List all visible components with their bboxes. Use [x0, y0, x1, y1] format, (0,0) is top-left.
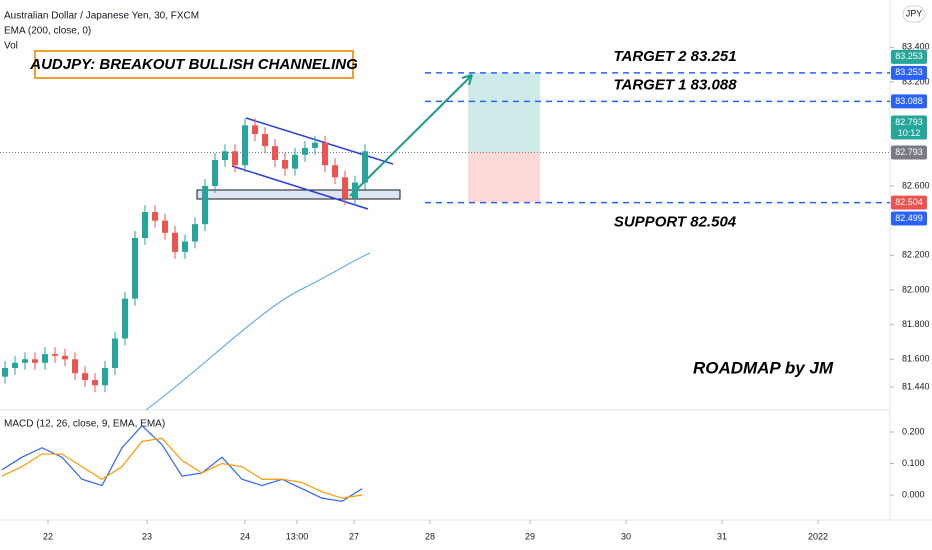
- candle-body: [122, 298, 128, 339]
- candle-body: [212, 160, 218, 186]
- price-tag-label: 82.499: [895, 213, 923, 223]
- x-tick-label: 24: [240, 531, 250, 541]
- macd-tick-label: 0.000: [902, 489, 925, 499]
- candle-body: [232, 151, 238, 166]
- y-tick-label: 81.800: [902, 319, 930, 329]
- candle-body: [342, 177, 348, 199]
- price-tag-label: 83.253: [895, 51, 923, 61]
- candle-body: [202, 186, 208, 225]
- y-tick-label: 81.600: [902, 354, 930, 364]
- candle-body: [302, 147, 308, 155]
- x-tick-label: 29: [525, 531, 535, 541]
- price-tag: [891, 211, 927, 226]
- price-tag-label: 83.253: [895, 67, 923, 77]
- x-tick-label: 31: [717, 531, 727, 541]
- level-label: TARGET 1 83.088: [613, 76, 737, 93]
- profit-zone: [468, 73, 540, 152]
- price-tag: [891, 94, 927, 109]
- candle-body: [322, 142, 328, 166]
- candle-body: [42, 354, 48, 363]
- price-tag: [891, 195, 927, 210]
- candle-body: [182, 241, 188, 252]
- candle-body: [52, 354, 58, 356]
- candle-body: [72, 359, 78, 374]
- candle-body: [282, 160, 288, 169]
- signal-line: [1, 437, 363, 499]
- x-tick-label: 13:00: [286, 531, 309, 541]
- title-box: [34, 50, 354, 79]
- x-tick-label: 22: [43, 531, 53, 541]
- currency-label: JPY: [906, 8, 923, 18]
- price-tag-label: 82.793: [895, 147, 923, 157]
- support-zone: [196, 189, 401, 200]
- macd-tick-label: 0.100: [902, 458, 925, 468]
- ema-label: EMA (200, close, 0): [4, 26, 91, 37]
- ema-line: [145, 252, 371, 411]
- y-tick-label: 83.400: [902, 42, 930, 52]
- y-tick-label: 81.440: [902, 381, 930, 391]
- price-tag-label: 82.504: [895, 197, 923, 207]
- candle-body: [32, 359, 38, 363]
- x-tick-label: 28: [425, 531, 435, 541]
- candle-body: [362, 151, 368, 183]
- candle-body: [262, 134, 268, 147]
- analysis-title: AUDJPY: BREAKOUT BULLISH CHANNELING: [29, 56, 358, 73]
- candle-body: [152, 211, 158, 221]
- arrow-head: [461, 74, 473, 86]
- candle-body: [332, 165, 338, 178]
- channel-top: [245, 117, 394, 165]
- x-tick-label: 30: [621, 531, 631, 541]
- candle-body: [22, 359, 28, 363]
- candle-body: [272, 146, 278, 161]
- loss-zone: [468, 152, 540, 202]
- y-tick-label: 82.000: [902, 284, 930, 294]
- price-tag: [891, 65, 927, 80]
- macd-tick-label: 0.200: [902, 426, 925, 436]
- candle-body: [312, 142, 318, 148]
- level-label: TARGET 2 83.251: [613, 48, 736, 65]
- y-tick-label: 82.600: [902, 180, 930, 190]
- price-tag: [891, 115, 927, 140]
- candle-body: [2, 367, 8, 377]
- candle-body: [112, 338, 118, 368]
- price-tag-label: 82.793: [895, 117, 923, 127]
- candle-body: [12, 362, 18, 368]
- candle-body: [62, 355, 68, 360]
- price-tag: [891, 145, 927, 160]
- x-tick-label: 2022: [808, 531, 828, 541]
- x-tick-label: 23: [142, 531, 152, 541]
- level-label: SUPPORT 82.504: [614, 214, 737, 231]
- price-tag-label: 83.088: [895, 96, 923, 106]
- candle-body: [292, 154, 298, 169]
- candle-body: [102, 367, 108, 386]
- breakout-arrow: [349, 74, 473, 197]
- price-tag: [891, 49, 927, 64]
- candle-body: [162, 220, 168, 233]
- y-tick-label: 83.200: [902, 76, 930, 86]
- macd-label: MACD (12, 26, close, 9, EMA, EMA): [4, 419, 165, 430]
- candle-body: [222, 151, 228, 161]
- candle-body: [132, 237, 138, 299]
- candle-body: [142, 211, 148, 238]
- price-tag-time: 10:12: [898, 128, 921, 138]
- symbol-label: Australian Dollar / Japanese Yen, 30, FX…: [4, 11, 199, 22]
- macd-line: [1, 424, 363, 502]
- candle-body: [252, 125, 258, 135]
- vol-label: Vol: [4, 41, 18, 52]
- signature: ROADMAP by JM: [693, 358, 834, 377]
- y-tick-label: 82.200: [902, 250, 930, 260]
- candle-body: [172, 232, 178, 252]
- x-tick-label: 27: [349, 531, 359, 541]
- currency-button[interactable]: [902, 5, 926, 23]
- candle-body: [352, 182, 358, 199]
- candle-body: [92, 380, 98, 386]
- candle-body: [82, 373, 88, 381]
- candle-body: [242, 125, 248, 166]
- candle-body: [192, 224, 198, 242]
